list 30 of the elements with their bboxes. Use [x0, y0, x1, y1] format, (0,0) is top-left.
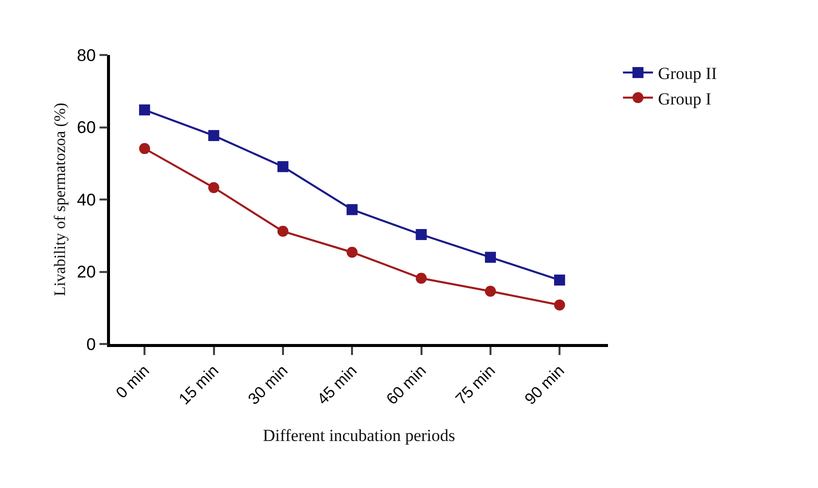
point: [139, 143, 150, 154]
point: [484, 252, 496, 263]
y-tick-label: 60: [76, 118, 96, 138]
y-tick-label: 0: [86, 334, 96, 354]
x-tick-label: 30 min: [245, 362, 292, 408]
y-axis-title: Livability of spermatozoa (%): [52, 102, 69, 296]
point: [416, 229, 427, 240]
point: [346, 246, 358, 258]
point: [139, 104, 150, 116]
y-tick-label: 20: [76, 262, 96, 282]
x-tick-label: 45 min: [314, 362, 361, 408]
point: [554, 274, 566, 286]
point: [277, 226, 288, 237]
point: [208, 182, 220, 194]
point: [416, 272, 427, 284]
legend-label: Group II: [658, 64, 718, 84]
y-tick-label: 40: [76, 190, 96, 210]
x-tick-label: 60 min: [384, 362, 430, 408]
x-tick-label: 75 min: [452, 362, 499, 408]
x-tick-label: 0 min: [113, 362, 154, 402]
point: [346, 204, 358, 216]
y-tick-label: 80: [76, 46, 96, 65]
x-tick-label: 15 min: [176, 362, 222, 408]
legend-label: Group I: [658, 89, 712, 108]
point: [277, 161, 288, 172]
point: [208, 130, 220, 142]
point: [554, 299, 566, 310]
x-axis-title: Different incubation periods: [262, 426, 456, 445]
point: [484, 286, 496, 297]
x-tick-label: 90 min: [522, 362, 568, 408]
